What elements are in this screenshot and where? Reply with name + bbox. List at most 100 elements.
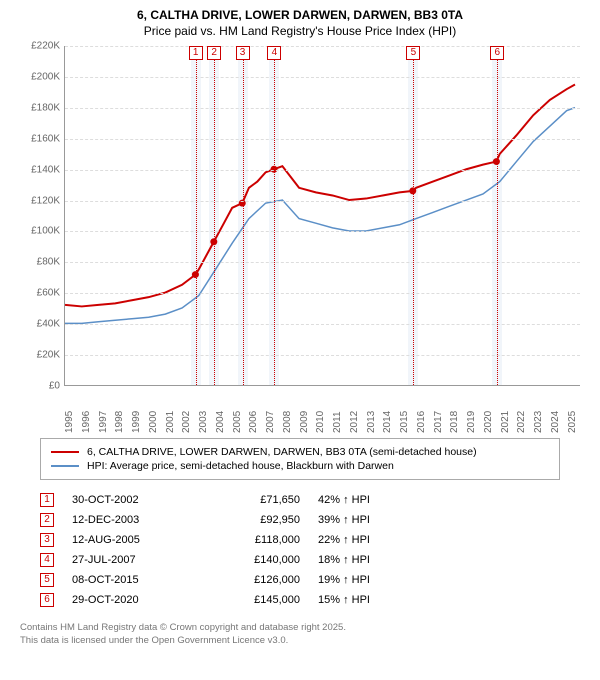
x-tick-label: 2015 xyxy=(399,411,410,433)
gridline xyxy=(65,108,580,109)
sales-price: £71,650 xyxy=(210,494,300,506)
sales-row: 1 30-OCT-2002 £71,650 42% ↑ HPI xyxy=(40,490,560,510)
chart-title: 6, CALTHA DRIVE, LOWER DARWEN, DARWEN, B… xyxy=(10,8,590,22)
y-tick-label: £40K xyxy=(37,319,60,330)
sales-pct: 39% ↑ HPI xyxy=(318,514,448,526)
sale-marker-box: 2 xyxy=(207,46,221,60)
x-tick-label: 2024 xyxy=(550,411,561,433)
sale-marker-line xyxy=(196,60,197,385)
sales-pct: 42% ↑ HPI xyxy=(318,494,448,506)
sales-date: 12-DEC-2003 xyxy=(72,514,192,526)
sales-table: 1 30-OCT-2002 £71,650 42% ↑ HPI 2 12-DEC-2003… xyxy=(40,490,560,610)
gridline xyxy=(65,77,580,78)
x-tick-label: 2016 xyxy=(416,411,427,433)
sales-date: 29-OCT-2020 xyxy=(72,594,192,606)
y-tick-label: £20K xyxy=(37,350,60,361)
sale-marker-box: 4 xyxy=(267,46,281,60)
sales-row: 629-OCT-2020£145,00015% ↑ HPI xyxy=(40,590,560,610)
x-tick-label: 2010 xyxy=(315,411,326,433)
line-series-svg xyxy=(65,46,580,385)
y-tick-label: £180K xyxy=(31,102,60,113)
x-tick-label: 2017 xyxy=(433,411,444,433)
gridline xyxy=(65,170,580,171)
sales-index-box: 2 xyxy=(40,513,54,527)
x-tick-label: 2021 xyxy=(500,411,511,433)
sales-index-box: 5 xyxy=(40,573,54,587)
legend-row: 6, CALTHA DRIVE, LOWER DARWEN, DARWEN, B… xyxy=(51,445,549,459)
sale-marker-line xyxy=(497,60,498,385)
footer-attribution: Contains HM Land Registry data © Crown c… xyxy=(20,622,580,648)
legend-label: HPI: Average price, semi-detached house,… xyxy=(87,460,394,472)
y-axis: £0£20K£40K£60K£80K£100K£120K£140K£160K£1… xyxy=(20,46,64,386)
legend-swatch xyxy=(51,451,79,453)
x-tick-label: 2018 xyxy=(449,411,460,433)
gridline xyxy=(65,262,580,263)
sales-price: £92,950 xyxy=(210,514,300,526)
x-tick-label: 2013 xyxy=(366,411,377,433)
sale-marker-line xyxy=(274,60,275,385)
y-tick-label: £0 xyxy=(49,381,60,392)
legend-swatch xyxy=(51,465,79,467)
footer-line1: Contains HM Land Registry data © Crown c… xyxy=(20,622,580,635)
chart-container: 6, CALTHA DRIVE, LOWER DARWEN, DARWEN, B… xyxy=(0,0,600,656)
plot-area: 123456 xyxy=(64,46,580,386)
x-tick-label: 2012 xyxy=(349,411,360,433)
sale-marker-box: 6 xyxy=(490,46,504,60)
y-tick-label: £120K xyxy=(31,195,60,206)
x-tick-label: 2009 xyxy=(299,411,310,433)
gridline xyxy=(65,231,580,232)
x-tick-label: 1996 xyxy=(81,411,92,433)
x-tick-label: 2006 xyxy=(248,411,259,433)
sales-index-box: 6 xyxy=(40,593,54,607)
y-tick-label: £60K xyxy=(37,288,60,299)
legend: 6, CALTHA DRIVE, LOWER DARWEN, DARWEN, B… xyxy=(40,438,560,480)
x-tick-label: 2004 xyxy=(215,411,226,433)
sales-pct: 22% ↑ HPI xyxy=(318,534,448,546)
gridline xyxy=(65,293,580,294)
y-tick-label: £160K xyxy=(31,133,60,144)
sales-row: 427-JUL-2007£140,00018% ↑ HPI xyxy=(40,550,560,570)
x-tick-label: 1999 xyxy=(131,411,142,433)
y-tick-label: £140K xyxy=(31,164,60,175)
x-tick-label: 2019 xyxy=(466,411,477,433)
sales-price: £145,000 xyxy=(210,594,300,606)
gridline xyxy=(65,201,580,202)
x-tick-label: 2003 xyxy=(198,411,209,433)
x-tick-label: 2022 xyxy=(516,411,527,433)
x-tick-label: 2014 xyxy=(382,411,393,433)
sales-index-box: 4 xyxy=(40,553,54,567)
y-tick-label: £220K xyxy=(31,41,60,52)
sales-pct: 19% ↑ HPI xyxy=(318,574,448,586)
x-tick-label: 2002 xyxy=(181,411,192,433)
x-tick-label: 2011 xyxy=(332,411,343,433)
x-tick-label: 2000 xyxy=(148,411,159,433)
hpi-line xyxy=(65,108,575,324)
x-tick-label: 2001 xyxy=(165,411,176,433)
sales-date: 30-OCT-2002 xyxy=(72,494,192,506)
footer-line2: This data is licensed under the Open Gov… xyxy=(20,635,580,648)
sales-price: £126,000 xyxy=(210,574,300,586)
x-tick-label: 2023 xyxy=(533,411,544,433)
x-tick-label: 1998 xyxy=(114,411,125,433)
sale-marker-line xyxy=(243,60,244,385)
x-tick-label: 2008 xyxy=(282,411,293,433)
x-axis: 1995199619971998199920002001200220032004… xyxy=(64,386,580,426)
legend-row: HPI: Average price, semi-detached house,… xyxy=(51,459,549,473)
x-tick-label: 1995 xyxy=(64,411,75,433)
property-line xyxy=(65,84,575,306)
sales-price: £118,000 xyxy=(210,534,300,546)
gridline xyxy=(65,139,580,140)
x-tick-label: 1997 xyxy=(98,411,109,433)
x-tick-label: 2025 xyxy=(567,411,578,433)
sales-index-box: 1 xyxy=(40,493,54,507)
gridline xyxy=(65,355,580,356)
gridline xyxy=(65,324,580,325)
sales-date: 12-AUG-2005 xyxy=(72,534,192,546)
x-tick-label: 2020 xyxy=(483,411,494,433)
sales-price: £140,000 xyxy=(210,554,300,566)
sales-pct: 18% ↑ HPI xyxy=(318,554,448,566)
sales-row: 508-OCT-2015£126,00019% ↑ HPI xyxy=(40,570,560,590)
chart-area: £0£20K£40K£60K£80K£100K£120K£140K£160K£1… xyxy=(20,46,580,426)
x-tick-label: 2005 xyxy=(232,411,243,433)
legend-label: 6, CALTHA DRIVE, LOWER DARWEN, DARWEN, B… xyxy=(87,446,477,458)
